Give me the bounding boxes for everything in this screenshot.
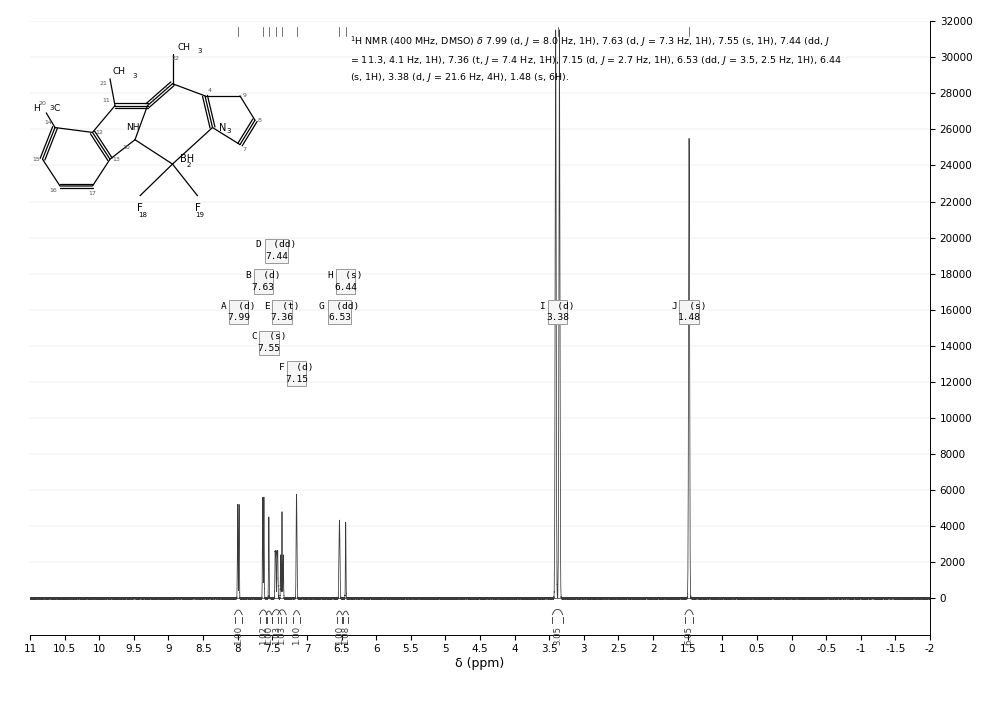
- Text: 14: 14: [45, 120, 52, 125]
- Text: 9: 9: [242, 93, 246, 99]
- Text: J  (s)
1.48: J (s) 1.48: [672, 302, 706, 322]
- Text: 4: 4: [208, 88, 212, 94]
- Text: 3: 3: [50, 105, 54, 111]
- Text: F: F: [195, 203, 200, 213]
- Text: G  (dd)
6.53: G (dd) 6.53: [319, 302, 360, 322]
- FancyBboxPatch shape: [336, 269, 355, 293]
- Text: 1.00: 1.00: [264, 625, 273, 644]
- FancyBboxPatch shape: [265, 238, 288, 263]
- Text: 3: 3: [226, 128, 231, 134]
- Text: 3: 3: [132, 73, 137, 79]
- Text: 11: 11: [102, 98, 110, 103]
- Text: N: N: [219, 123, 226, 133]
- Text: B  (d)
7.63: B (d) 7.63: [246, 271, 281, 292]
- Text: 12: 12: [95, 130, 103, 135]
- Text: 1.00: 1.00: [335, 625, 344, 644]
- Text: BH: BH: [180, 154, 194, 164]
- Text: 8: 8: [258, 118, 261, 123]
- Text: CH: CH: [178, 43, 190, 52]
- FancyBboxPatch shape: [229, 300, 248, 324]
- Text: 5: 5: [164, 86, 168, 91]
- Text: 6.05: 6.05: [685, 625, 694, 644]
- Text: 17: 17: [89, 191, 96, 196]
- Text: 21: 21: [100, 81, 108, 86]
- Text: 22: 22: [171, 56, 179, 61]
- Text: E  (t)
7.36: E (t) 7.36: [265, 302, 299, 322]
- FancyBboxPatch shape: [548, 300, 567, 324]
- Text: 1.03: 1.03: [272, 625, 281, 644]
- Text: $^1$H NMR (400 MHz, DMSO) $\delta$ 7.99 (d, $J$ = 8.0 Hz, 1H), 7.63 (d, $J$ = 7.: $^1$H NMR (400 MHz, DMSO) $\delta$ 7.99 …: [350, 35, 842, 84]
- Text: 20: 20: [39, 101, 46, 106]
- Text: 3: 3: [198, 49, 202, 54]
- Text: 18: 18: [138, 212, 147, 218]
- FancyBboxPatch shape: [287, 361, 306, 386]
- Text: NH: NH: [126, 123, 139, 133]
- Text: F: F: [137, 203, 143, 213]
- Text: 1.03: 1.03: [278, 625, 287, 644]
- Text: C  (s)
7.55: C (s) 7.55: [252, 332, 286, 353]
- Text: 3.05: 3.05: [553, 625, 562, 644]
- X-axis label: δ (ppm): δ (ppm): [455, 657, 505, 670]
- FancyBboxPatch shape: [328, 300, 351, 324]
- Text: D  (dd)
7.44: D (dd) 7.44: [256, 240, 297, 261]
- Text: C: C: [53, 104, 59, 113]
- Text: I  (d)
3.38: I (d) 3.38: [540, 302, 575, 322]
- Text: 1: 1: [150, 98, 154, 103]
- Text: H: H: [33, 104, 40, 113]
- FancyBboxPatch shape: [254, 269, 273, 293]
- Text: 13: 13: [112, 157, 120, 161]
- Text: 1.02: 1.02: [259, 625, 268, 644]
- FancyBboxPatch shape: [679, 300, 699, 324]
- Text: 16: 16: [50, 188, 58, 193]
- Text: H  (s)
6.44: H (s) 6.44: [328, 271, 363, 292]
- Text: F  (d)
7.15: F (d) 7.15: [279, 363, 314, 384]
- FancyBboxPatch shape: [272, 300, 292, 324]
- Text: 1.00: 1.00: [234, 625, 243, 644]
- Text: 2: 2: [186, 162, 191, 168]
- Text: 1.08: 1.08: [341, 625, 350, 644]
- Text: 10: 10: [122, 145, 130, 149]
- Text: 1.00: 1.00: [292, 625, 301, 644]
- Text: CH: CH: [112, 68, 126, 76]
- Text: 19: 19: [196, 212, 205, 218]
- Text: 15: 15: [32, 157, 40, 161]
- Text: 7: 7: [242, 147, 246, 152]
- Text: A  (d)
7.99: A (d) 7.99: [221, 302, 256, 322]
- FancyBboxPatch shape: [259, 331, 279, 355]
